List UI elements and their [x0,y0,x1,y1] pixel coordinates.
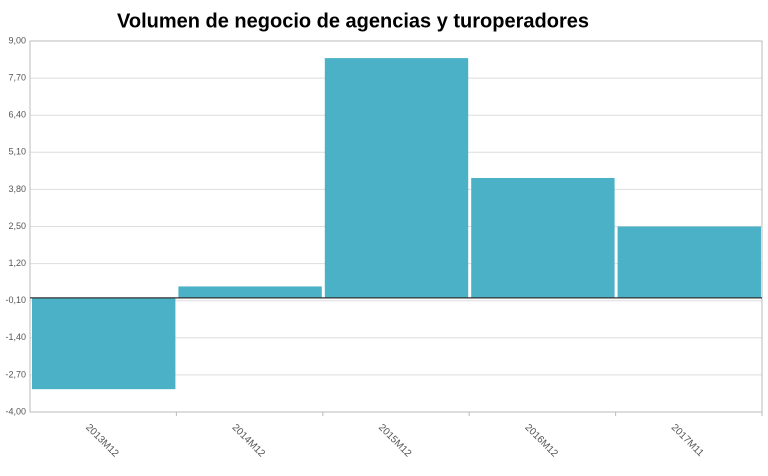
bar [324,58,469,298]
y-tick-label: 6,40 [8,110,26,120]
x-tick-label: 2015M12 [376,422,414,460]
x-tick-label: 2013M12 [83,422,121,460]
bar [617,226,761,298]
y-tick-label: 1,20 [8,258,26,268]
x-tick-label: 2016M12 [522,422,560,460]
plot-border [29,40,763,413]
x-tick-label: 2017M11 [669,422,706,459]
y-tick-label: 2,50 [8,221,26,231]
y-tick-label: 3,80 [8,184,26,194]
bar [178,286,322,298]
y-tick-label: 9,00 [8,35,26,45]
chart-title: Volumen de negocio de agencias y turoper… [117,10,589,32]
y-tick-label: 5,10 [8,147,26,157]
y-tick-label: -2,70 [5,369,26,379]
y-tick-label: 7,70 [8,72,26,82]
y-tick-label: -0,10 [5,295,26,305]
bar [471,177,615,298]
bar [32,297,176,390]
y-tick-label: -4,00 [5,406,26,416]
y-tick-label: -1,40 [5,332,26,342]
x-tick-label: 2014M12 [230,422,268,460]
